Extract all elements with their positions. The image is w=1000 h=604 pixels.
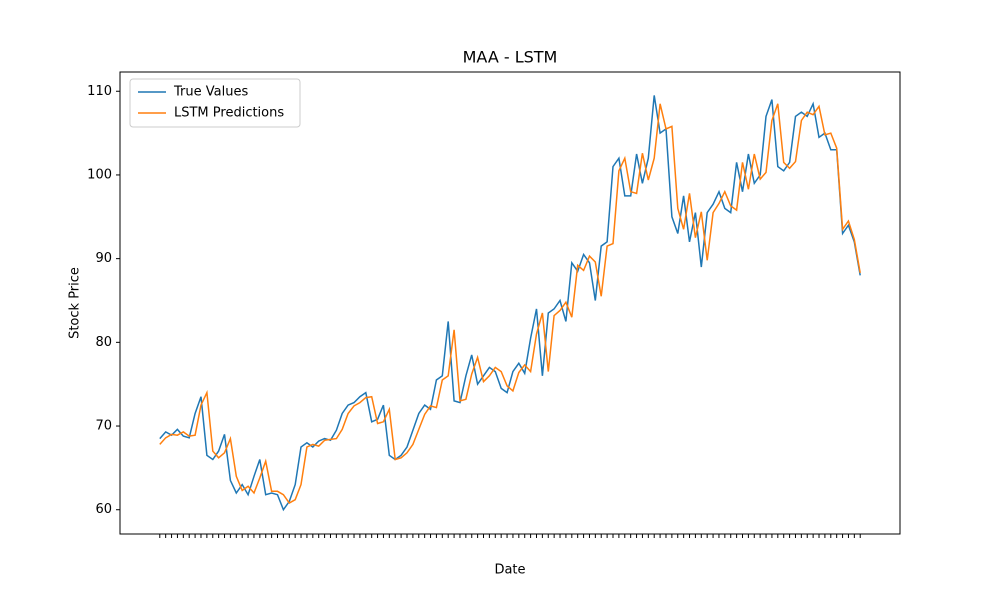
legend-box — [129, 78, 301, 128]
y-tick-label: 90 — [95, 251, 112, 266]
legend-label: True Values — [173, 85, 248, 100]
chart-title: MAA - LSTM — [463, 48, 558, 67]
y-tick-label: 80 — [95, 335, 112, 350]
x-axis-label: Date — [494, 563, 525, 578]
y-tick-label: 70 — [95, 419, 112, 434]
line-series — [159, 103, 861, 504]
y-tick-label: 60 — [95, 502, 112, 517]
y-tick-label: 100 — [87, 167, 112, 182]
y-tick-label: 110 — [87, 84, 112, 99]
y-axis-label: Stock Price — [68, 267, 83, 339]
legend-label: LSTM Predictions — [174, 106, 284, 121]
line-series — [159, 95, 861, 512]
plot-frame — [119, 71, 901, 535]
